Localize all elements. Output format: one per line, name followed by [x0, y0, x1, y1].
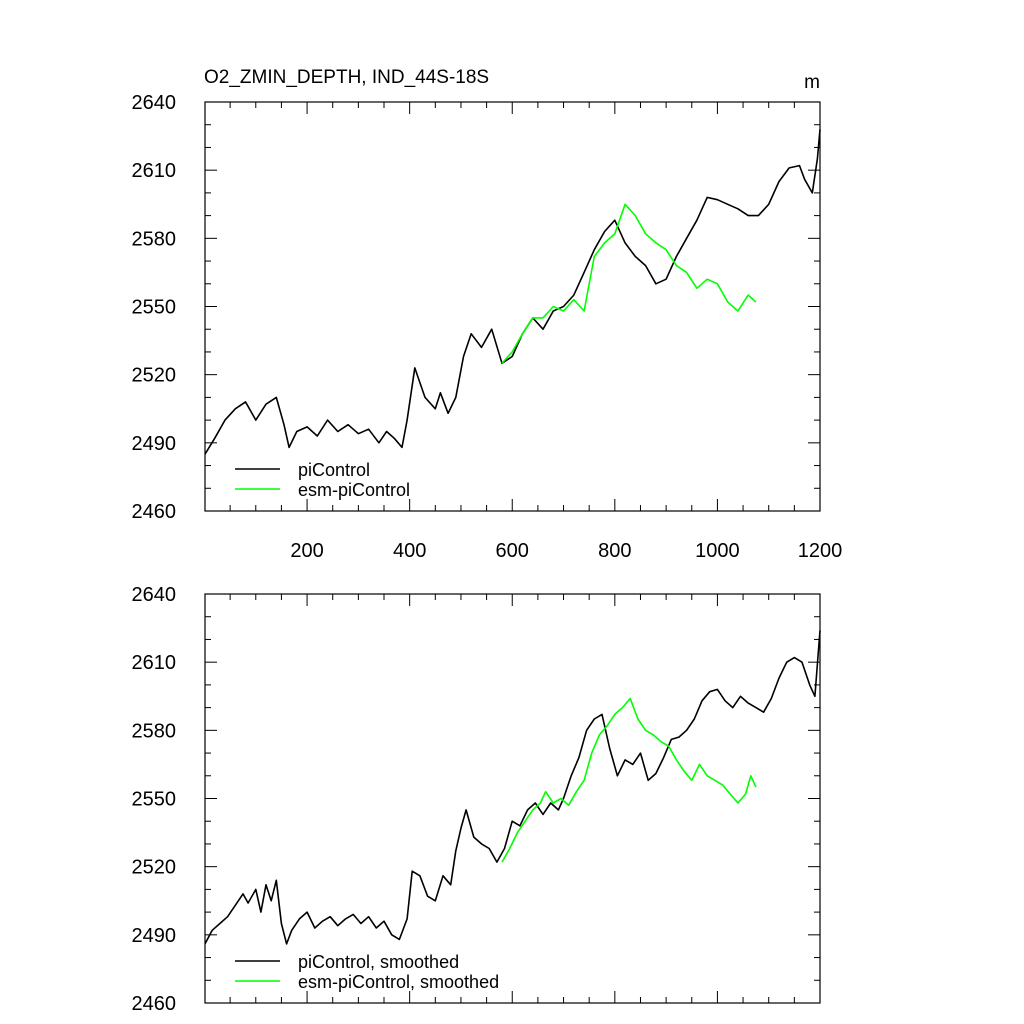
- units-label: m: [804, 72, 820, 93]
- legend-label-esm-picontrol: esm-piControl: [298, 480, 410, 500]
- legend-label-picontrol-smoothed: piControl, smoothed: [298, 952, 459, 972]
- legend: piControl esm-piControl: [235, 460, 410, 500]
- series-line-esm-picontrol: [501, 203, 757, 364]
- top-panel: O2_ZMIN_DEPTH, IND_44S-18S m 2460 2490 252…: [132, 67, 843, 562]
- x-tick-labels: 200 400 600 800 1000 1200: [290, 540, 842, 562]
- x-tick-label: 400: [393, 540, 426, 562]
- y-tick-labels: 2460 2490 2520 2550 2580 2610 2640: [132, 584, 177, 1015]
- legend-label-esm-picontrol-smoothed: esm-piControl, smoothed: [298, 972, 499, 992]
- y-tick-label: 2610: [132, 160, 177, 182]
- legend: piControl, smoothed esm-piControl, smoot…: [235, 952, 499, 992]
- y-tick-label: 2640: [132, 584, 177, 606]
- y-tick-label: 2580: [132, 720, 177, 742]
- y-tick-labels: 2460 2490 2520 2550 2580 2610 2640: [132, 92, 177, 523]
- y-tick-label: 2640: [132, 92, 177, 114]
- x-tick-label: 1200: [798, 540, 843, 562]
- bottom-panel: 2460 2490 2520 2550 2580 2610 2640 piControl, …: [132, 584, 821, 1015]
- tick-marks: [205, 101, 821, 512]
- y-tick-label: 2460: [132, 501, 177, 523]
- chart-title: O2_ZMIN_DEPTH, IND_44S-18S: [204, 67, 489, 88]
- series-line-picontrol-smoothed: [204, 630, 821, 945]
- y-tick-label: 2550: [132, 297, 177, 319]
- y-tick-label: 2580: [132, 228, 177, 250]
- x-tick-label: 1000: [695, 540, 740, 562]
- plot-frame: [204, 101, 821, 512]
- tick-marks: [205, 593, 821, 1004]
- y-tick-label: 2610: [132, 652, 177, 674]
- x-tick-label: 600: [496, 540, 529, 562]
- y-tick-label: 2460: [132, 993, 177, 1015]
- legend-label-picontrol: piControl: [298, 460, 370, 480]
- y-tick-label: 2520: [132, 857, 177, 879]
- series-line-esm-picontrol-smoothed: [501, 697, 757, 863]
- series-lines: [204, 129, 821, 455]
- y-tick-label: 2490: [132, 925, 177, 947]
- plot-frame: [204, 593, 821, 1004]
- x-tick-label: 200: [290, 540, 323, 562]
- y-tick-label: 2550: [132, 789, 177, 811]
- series-line-picontrol: [204, 129, 821, 455]
- series-lines: [204, 630, 821, 945]
- y-tick-label: 2490: [132, 433, 177, 455]
- y-tick-label: 2520: [132, 365, 177, 387]
- x-tick-label: 800: [598, 540, 631, 562]
